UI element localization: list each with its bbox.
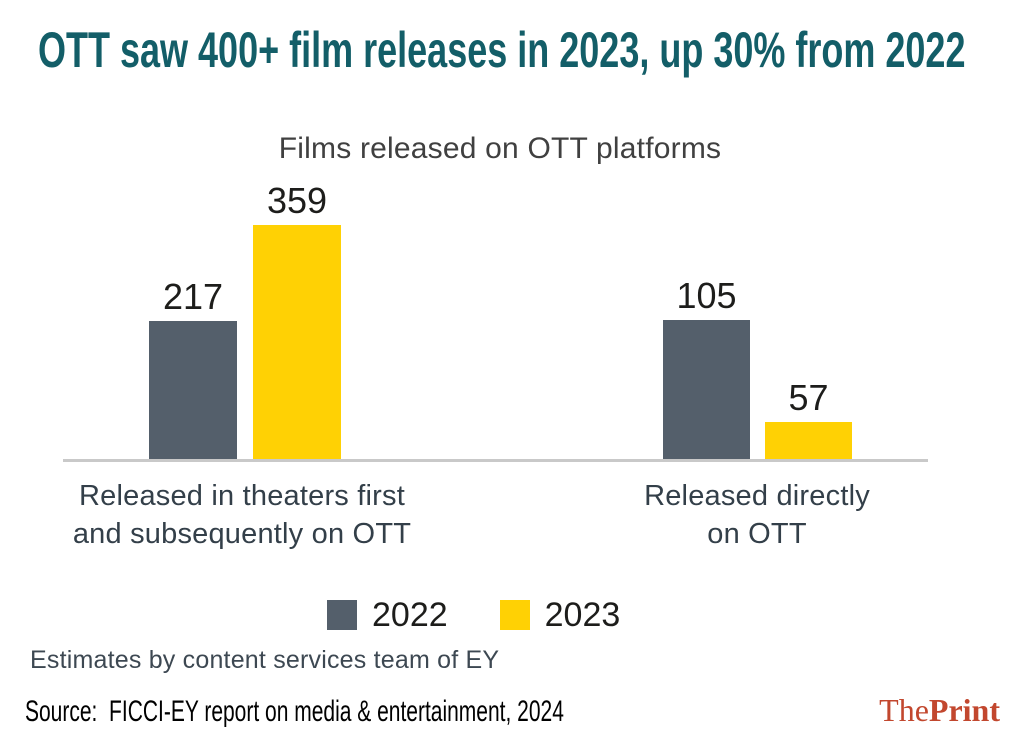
bar-2022-theaters-first: 217 [149, 279, 237, 462]
legend-label-2023: 2023 [544, 596, 621, 634]
legend-item-2023: 2023 [499, 596, 621, 634]
source-attribution: Source: FICCI-EY report on media & enter… [25, 695, 564, 728]
theprint-logo-the: The [879, 692, 929, 728]
category-label-line: on OTT [707, 518, 807, 550]
category-label-line: Released in theaters first [79, 480, 405, 512]
bar-value-2023-direct-ott: 57 [788, 377, 829, 418]
bar-value-2022-theaters-first: 217 [162, 276, 224, 317]
chart-legend: 2022 2023 [327, 598, 620, 632]
legend-item-2022: 2022 [327, 598, 448, 632]
legend-swatch-2022 [327, 600, 357, 630]
category-label-line: and subsequently on OTT [72, 518, 412, 550]
category-label-line: Released directly [644, 480, 870, 512]
bar-value-2022-direct-ott: 105 [676, 275, 737, 316]
bar-2022-direct-ott: 105 [663, 278, 750, 462]
category-label-theaters-first: Released in theaters first and subsequen… [12, 477, 472, 553]
page-title: OTT saw 400+ film releases in 2023, up 3… [38, 22, 966, 78]
theprint-logo-print: Print [928, 692, 1000, 728]
x-axis-line [63, 459, 928, 462]
bar-2023-theaters-first: 359 [253, 183, 341, 462]
estimates-note: Estimates by content services team of EY [30, 646, 500, 674]
category-label-direct-ott: Released directly on OTT [557, 477, 957, 553]
chart-title: Films released on OTT platforms [278, 132, 722, 165]
theprint-logo: ThePrint [879, 692, 1000, 729]
bar-2023-direct-ott: 57 [765, 380, 852, 462]
bar-value-2023-theaters-first: 359 [266, 180, 328, 221]
legend-label-2022: 2022 [372, 596, 448, 634]
legend-swatch-2023 [499, 600, 530, 630]
